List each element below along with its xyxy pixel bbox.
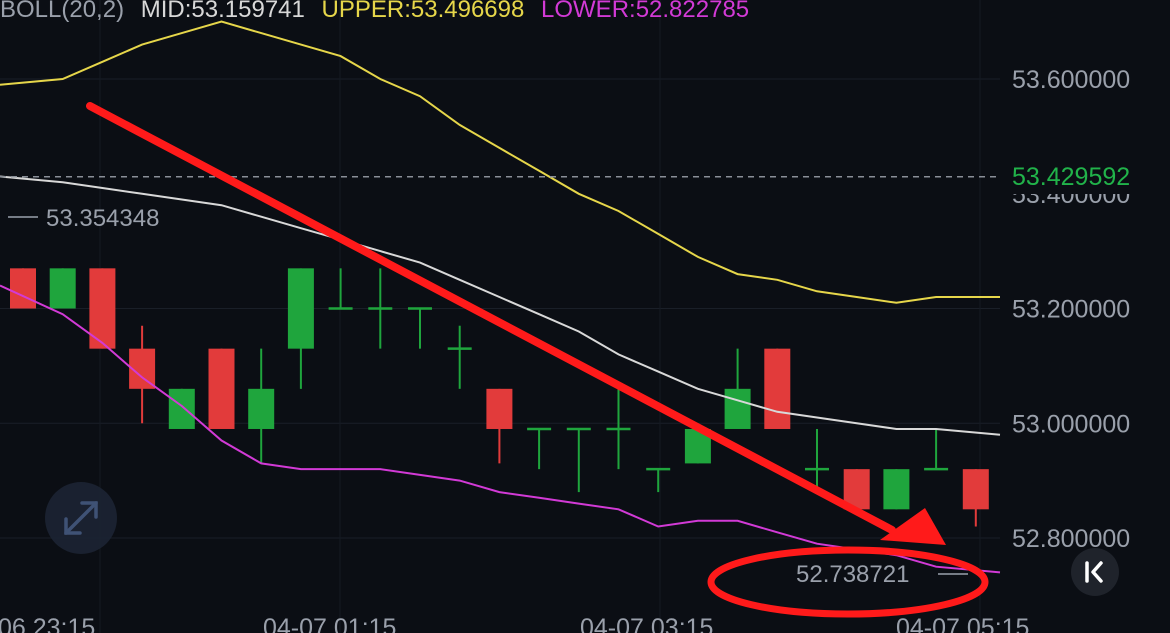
time-axis: 06 23:15 04-07 01:15 04-07 03:15 04-07 05:1…: [0, 614, 1029, 633]
time-tick-label: 06 23:15: [0, 614, 95, 633]
candle-body: [248, 388, 275, 429]
candle-body: [764, 348, 791, 429]
candle-body: [89, 268, 116, 349]
min-readout-value: 52.738721: [796, 561, 909, 588]
red-trend-arrow-line: [86, 102, 896, 534]
price-axis: 53.600000 53.200000 53.000000 52.800000: [1012, 66, 1130, 553]
mid-band-line: [0, 175, 1001, 436]
candle-body: [287, 268, 314, 349]
boll-upper-label: UPPER:53.496698: [322, 0, 525, 23]
current-price-label: 53.429592: [1012, 163, 1130, 191]
red-annotation-circle: [707, 546, 989, 618]
mid-readout-value: 53.354348: [46, 205, 159, 232]
price-tick-label: 53.000000: [1012, 410, 1130, 438]
candle-body: [49, 268, 76, 309]
expand-icon: [64, 501, 98, 535]
candle-body: [883, 469, 910, 510]
upper-band-line: [0, 20, 1000, 304]
boll-lower-label: LOWER:52.822785: [541, 0, 749, 23]
boll-mid-label: MID:53.159741: [141, 0, 305, 23]
red-trend-arrow-head: [880, 508, 946, 545]
lower-band-line: [0, 284, 1001, 574]
candle-body: [208, 348, 235, 429]
time-tick-label: 04-07 01:15: [263, 614, 396, 633]
price-tick-label: 53.200000: [1012, 296, 1130, 324]
candle-body: [10, 268, 36, 309]
candle-body: [724, 388, 751, 429]
expand-button[interactable]: [45, 482, 117, 554]
price-tick-label: 53.600000: [1012, 66, 1130, 94]
boll-legend: BOLL(20,2) MID:53.159741 UPPER:53.496698…: [0, 0, 749, 23]
candle-body: [486, 388, 513, 429]
candles-group: [10, 268, 989, 527]
bollinger-bands: [0, 20, 1001, 574]
time-tick-label: 04-07 05:15: [896, 614, 1029, 633]
candle-body: [168, 388, 195, 429]
scroll-to-latest-icon: [1085, 561, 1103, 583]
scroll-to-latest-button[interactable]: [1071, 548, 1119, 596]
current-price-box: [1000, 156, 1170, 194]
price-tick-label: 52.800000: [1012, 525, 1130, 553]
boll-indicator-label: BOLL(20,2): [0, 0, 124, 23]
time-tick-label: 04-07 03:15: [580, 614, 713, 633]
candle-body: [962, 469, 989, 510]
